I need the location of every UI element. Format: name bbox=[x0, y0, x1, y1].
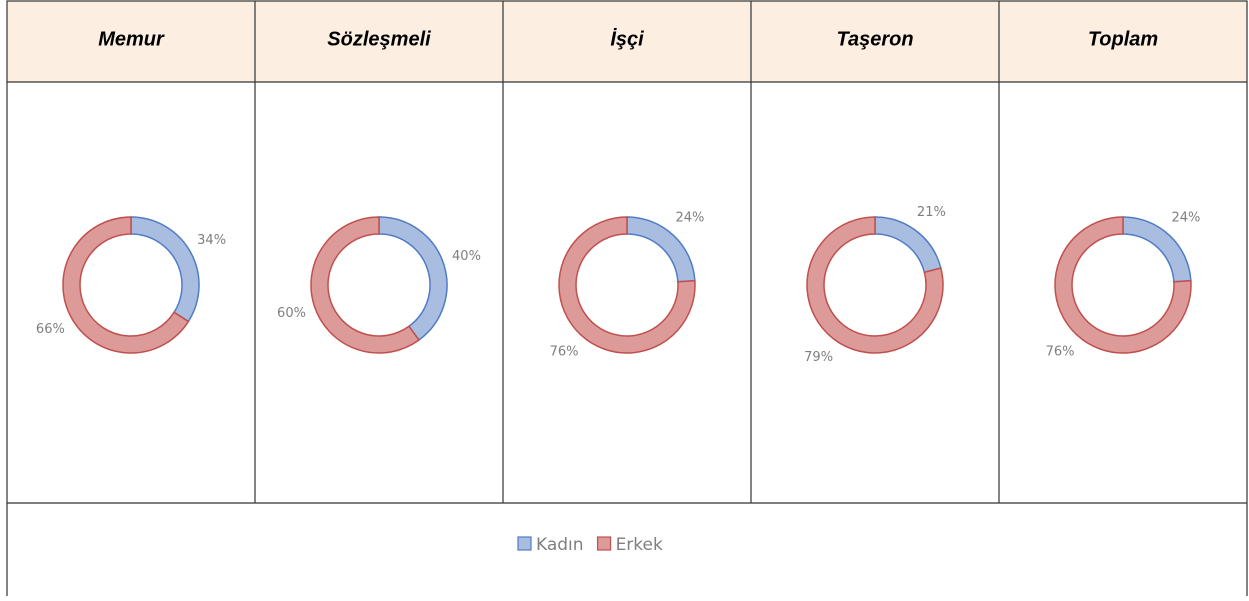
donut-segment bbox=[806, 216, 944, 354]
legend-swatch bbox=[517, 536, 532, 551]
data-label: 40% bbox=[452, 249, 481, 264]
donut-segment bbox=[310, 216, 421, 354]
legend-swatch bbox=[596, 536, 612, 551]
donut-segment bbox=[130, 216, 200, 323]
column-header: Sözleşmeli bbox=[327, 28, 431, 50]
column-header: Memur bbox=[98, 28, 165, 50]
data-label: 24% bbox=[676, 210, 705, 225]
donut-segment bbox=[626, 216, 696, 283]
legend-label: Kadın bbox=[536, 535, 584, 555]
donut-segment bbox=[378, 216, 448, 342]
data-label: 66% bbox=[36, 322, 65, 337]
column-header: İşçi bbox=[610, 27, 644, 50]
data-label: 34% bbox=[197, 233, 226, 248]
header-row bbox=[7, 1, 1247, 82]
column-header: Taşeron bbox=[836, 28, 913, 50]
donut-segment bbox=[558, 216, 696, 354]
data-label: 76% bbox=[550, 345, 579, 360]
donut-segment bbox=[874, 216, 942, 274]
data-label: 76% bbox=[1046, 345, 1075, 360]
data-label: 21% bbox=[917, 205, 946, 220]
table-borders bbox=[6, 0, 1248, 601]
data-label: 79% bbox=[804, 350, 833, 365]
data-label: 24% bbox=[1172, 210, 1201, 225]
donut-segment bbox=[1054, 216, 1192, 354]
donut-segment bbox=[62, 216, 190, 354]
legend-label: Erkek bbox=[616, 535, 663, 555]
donut-segment bbox=[1122, 216, 1192, 283]
data-label: 60% bbox=[277, 306, 306, 321]
column-header: Toplam bbox=[1088, 28, 1158, 50]
